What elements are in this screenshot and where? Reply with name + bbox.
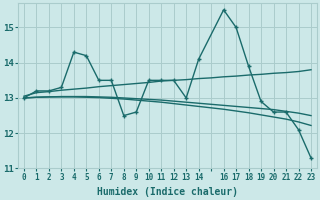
X-axis label: Humidex (Indice chaleur): Humidex (Indice chaleur) [97,187,238,197]
